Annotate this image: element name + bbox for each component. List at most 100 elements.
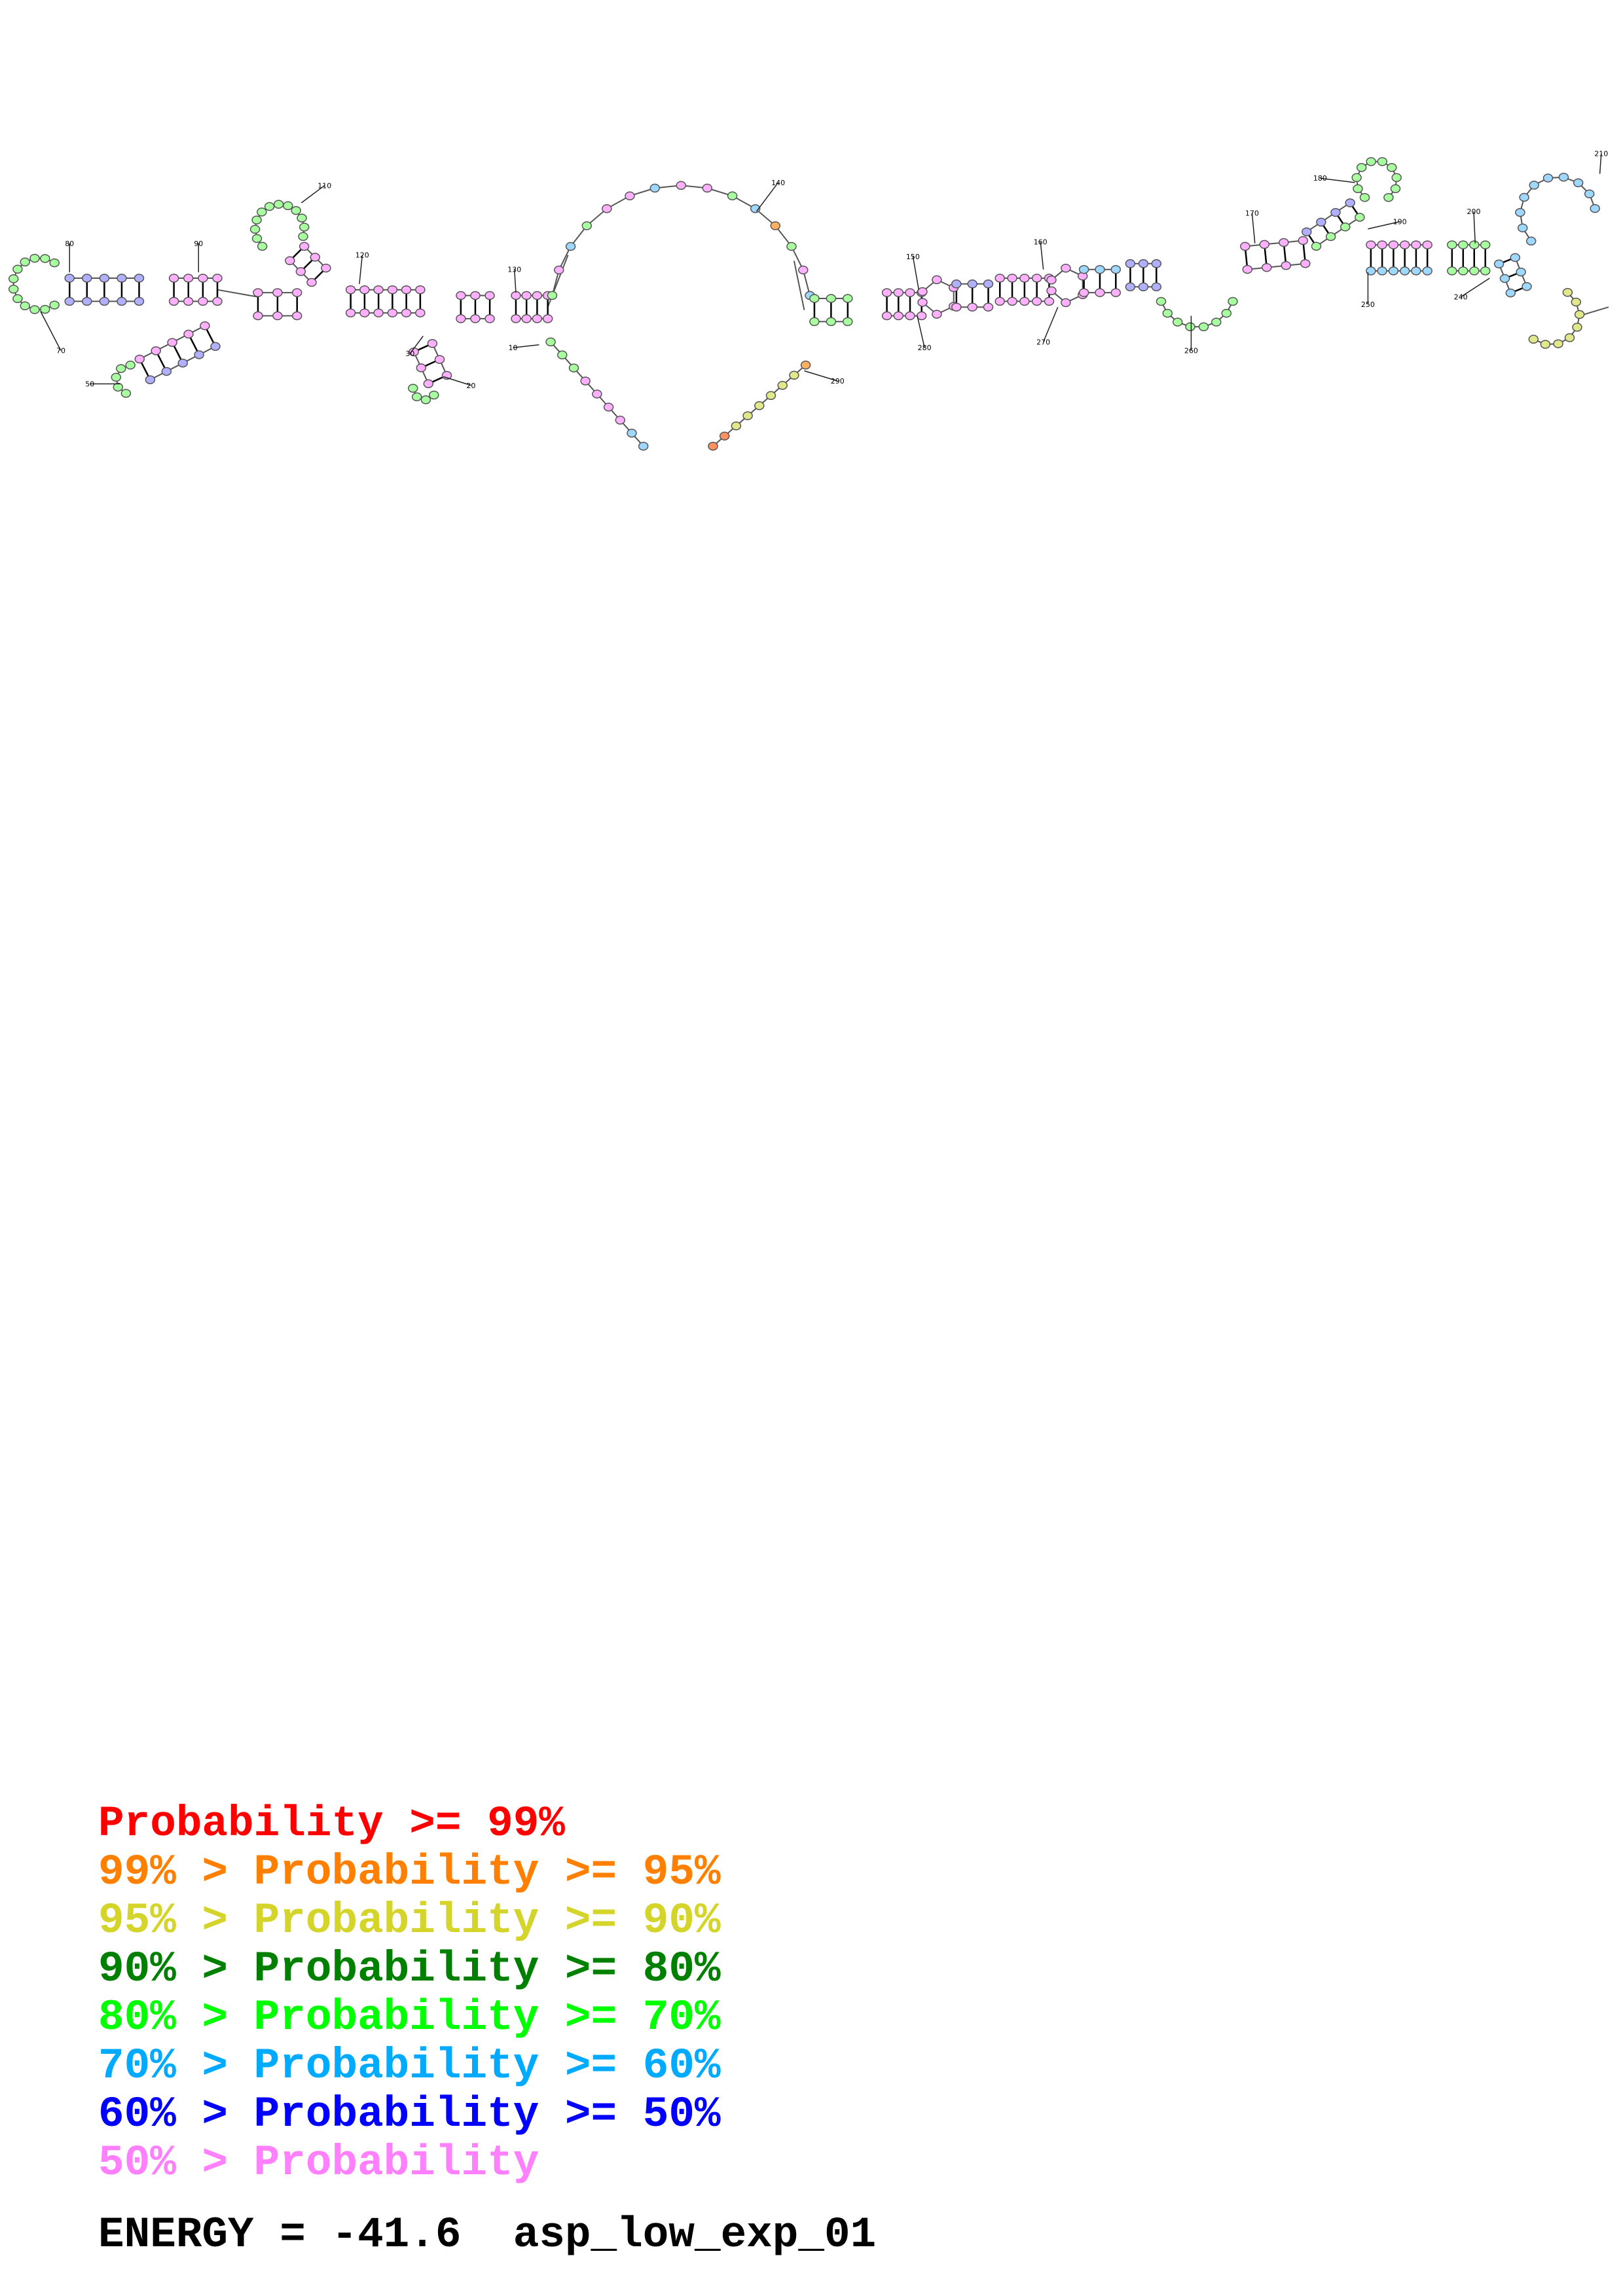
nucleotide <box>257 207 267 217</box>
nucleotide <box>1302 227 1312 236</box>
nucleotide <box>789 370 799 380</box>
nucleotide <box>1044 296 1055 306</box>
nucleotide <box>1242 264 1253 274</box>
backbone-segment <box>922 279 955 315</box>
nucleotide <box>1281 260 1292 270</box>
nucleotide <box>1279 238 1289 247</box>
nucleotide <box>1156 296 1167 306</box>
legend-entry-60: 70% > Probability >= 60% <box>98 2041 721 2090</box>
nucleotide <box>1356 163 1367 172</box>
nucleotide <box>253 288 263 297</box>
nucleotide <box>194 350 204 359</box>
nucleotide <box>545 337 556 347</box>
nucleotide <box>881 288 892 297</box>
nucleotide <box>843 317 853 327</box>
nucleotide <box>905 288 915 297</box>
nucleotide <box>917 287 928 296</box>
nucleotide <box>1019 274 1030 283</box>
nucleotide <box>800 361 811 370</box>
nucleotide <box>1151 282 1162 292</box>
nucleotide <box>1574 310 1585 319</box>
nucleotide <box>134 274 145 283</box>
nucleotide <box>1311 242 1322 251</box>
nucleotide <box>283 201 293 211</box>
nucleotide <box>1366 157 1376 166</box>
nucleotide <box>615 416 626 425</box>
position-label: 120 <box>356 251 369 260</box>
position-tick <box>1320 177 1355 183</box>
nucleotide <box>291 206 301 215</box>
nucleotide <box>299 242 310 251</box>
nucleotide <box>1422 240 1432 249</box>
nucleotide <box>1185 322 1195 332</box>
nucleotide <box>1564 333 1575 342</box>
nucleotide <box>1493 259 1504 269</box>
nucleotide <box>809 294 820 303</box>
position-ticks <box>40 153 1602 386</box>
nucleotide <box>1351 173 1362 183</box>
position-label: 180 <box>1313 174 1327 183</box>
nucleotide <box>1377 266 1387 276</box>
nucleotide <box>387 308 398 317</box>
nucleotide <box>64 296 75 306</box>
nucleotide <box>456 314 466 323</box>
position-label: 70 <box>56 347 65 355</box>
position-tick <box>1042 306 1059 342</box>
nucleotide <box>20 257 30 267</box>
nucleotide <box>272 288 283 297</box>
position-tick <box>1473 211 1476 243</box>
nucleotide <box>770 221 781 230</box>
nucleotide <box>291 311 302 321</box>
nucleotide <box>798 265 809 275</box>
nucleotide <box>557 350 568 360</box>
nucleotide <box>484 291 495 300</box>
nucleotide <box>1138 282 1149 292</box>
legend-entry-80: 90% > Probability >= 80% <box>98 1945 721 1994</box>
nucleotide <box>359 285 370 295</box>
nucleotide <box>1562 287 1573 297</box>
nucleotide <box>212 296 223 306</box>
nucleotide <box>521 314 532 323</box>
nucleotide <box>168 296 179 306</box>
nucleotide <box>676 181 687 190</box>
backbone-segment <box>1356 160 1398 198</box>
nucleotide <box>145 375 156 384</box>
nucleotide <box>1510 253 1521 262</box>
position-label: 140 <box>771 179 785 187</box>
nucleotide <box>1359 192 1370 202</box>
nucleotide <box>727 191 738 201</box>
nucleotide <box>1517 223 1528 232</box>
nucleotide <box>1480 240 1491 249</box>
sequence-name: asp_low_exp_01 <box>513 2210 877 2259</box>
nucleotide <box>1399 266 1410 276</box>
nucleotide <box>1399 240 1410 249</box>
nucleotide <box>1411 266 1421 276</box>
backbone-segment <box>1051 267 1084 304</box>
position-label: 280 <box>918 344 932 352</box>
nucleotide <box>64 274 75 283</box>
nucleotide <box>1325 232 1336 242</box>
nucleotide <box>423 379 434 389</box>
nucleotide <box>1298 236 1309 245</box>
nucleotide <box>484 314 495 323</box>
nucleotide <box>345 308 356 317</box>
nucleotide <box>994 296 1005 306</box>
nucleotide <box>1458 240 1468 249</box>
position-tick <box>359 255 363 284</box>
nucleotide <box>1447 266 1457 276</box>
nucleotide <box>249 224 261 234</box>
nucleotide <box>161 367 172 376</box>
nucleotide <box>295 267 306 276</box>
nucleotide <box>1125 259 1136 268</box>
nucleotide <box>99 274 110 283</box>
nucleotide <box>429 390 439 400</box>
nucleotide <box>1316 217 1326 227</box>
nucleotide <box>627 429 637 438</box>
nucleotide <box>134 354 145 364</box>
nucleotide <box>470 291 481 300</box>
nucleotide <box>116 364 126 373</box>
nucleotide <box>359 308 370 317</box>
nucleotide <box>1391 173 1402 183</box>
nucleotide <box>1340 222 1351 232</box>
nucleotide <box>1447 240 1457 249</box>
